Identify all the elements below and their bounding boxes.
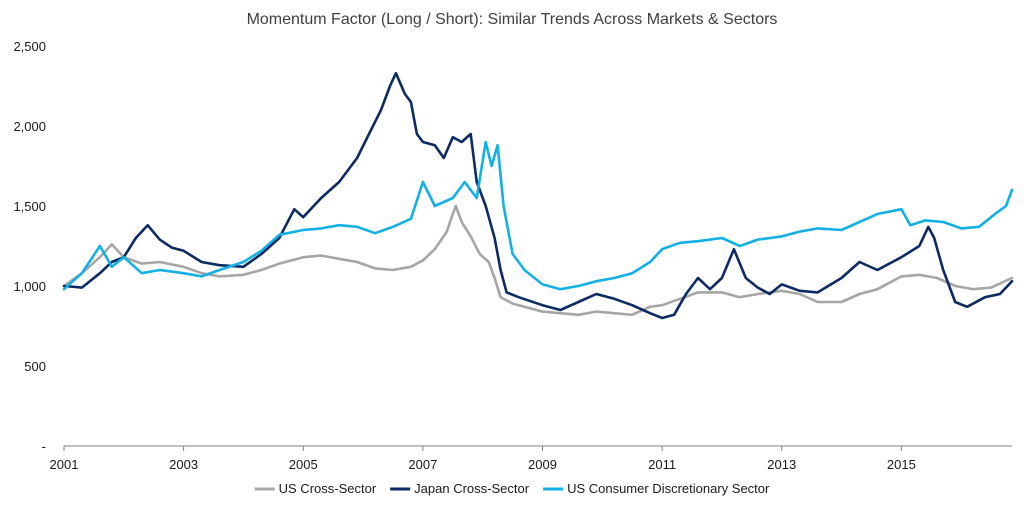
- legend-label: US Consumer Discretionary Sector: [567, 481, 770, 496]
- x-tick-label: 2007: [408, 457, 437, 472]
- x-tick-label: 2001: [50, 457, 79, 472]
- y-tick-label: 2,000: [13, 119, 46, 134]
- x-tick-label: 2003: [169, 457, 198, 472]
- series-line-us-consumer-discretionary-sector: [62, 140, 1014, 291]
- legend-label: Japan Cross-Sector: [414, 481, 530, 496]
- chart-title: Momentum Factor (Long / Short): Similar …: [247, 11, 778, 28]
- x-tick-label: 2005: [289, 457, 318, 472]
- y-tick-label: 2,500: [13, 39, 46, 54]
- legend-label: US Cross-Sector: [279, 481, 377, 496]
- x-tick-label: 2011: [648, 457, 676, 472]
- x-tick-label: 2009: [528, 457, 557, 472]
- series-line-us-cross-sector: [62, 204, 1014, 317]
- y-tick-label: 500: [24, 359, 46, 374]
- legend-item: US Cross-Sector: [254, 481, 377, 496]
- chart-legend: US Cross-Sector Japan Cross-Sector US Cons…: [254, 481, 770, 496]
- y-tick-label: 1,500: [13, 199, 46, 214]
- legend-item: US Consumer Discretionary Sector: [543, 481, 770, 496]
- chart-series: [62, 71, 1014, 320]
- x-tick-label: 2015: [887, 457, 916, 472]
- series-line-japan-cross-sector: [62, 71, 1014, 320]
- legend-item: Japan Cross-Sector: [390, 481, 530, 496]
- chart-axes: - 500 1,000 1,500 2,000 2,500 2001 2003 2005 2007…: [13, 39, 1012, 472]
- y-tick-label: 1,000: [13, 279, 46, 294]
- y-tick-label: -: [42, 439, 46, 454]
- x-tick-label: 2013: [767, 457, 796, 472]
